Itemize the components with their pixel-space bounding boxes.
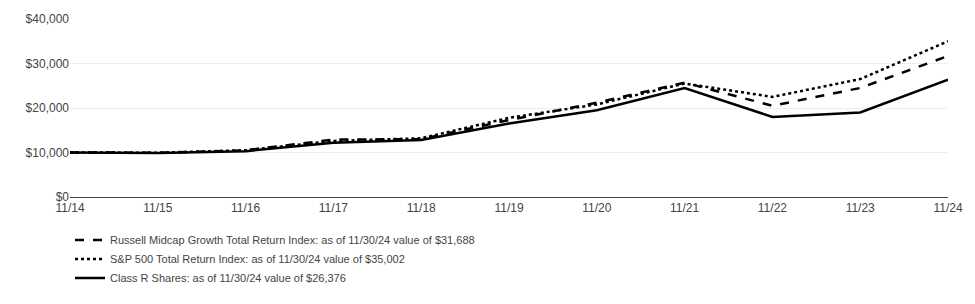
svg-text:11/23: 11/23 xyxy=(846,201,875,215)
svg-text:$40,000: $40,000 xyxy=(26,12,70,26)
svg-text:11/19: 11/19 xyxy=(494,201,523,215)
svg-text:S&P 500 Total Return Index: as: S&P 500 Total Return Index: as of 11/30/… xyxy=(110,253,405,265)
svg-text:11/16: 11/16 xyxy=(231,201,260,215)
svg-text:11/24: 11/24 xyxy=(933,201,962,215)
svg-text:11/15: 11/15 xyxy=(143,201,172,215)
svg-text:$10,000: $10,000 xyxy=(26,146,70,160)
svg-text:11/21: 11/21 xyxy=(670,201,699,215)
svg-text:11/22: 11/22 xyxy=(758,201,787,215)
svg-text:11/18: 11/18 xyxy=(407,201,436,215)
svg-text:$20,000: $20,000 xyxy=(26,101,70,115)
svg-text:Russell Midcap Growth Total Re: Russell Midcap Growth Total Return Index… xyxy=(110,234,475,246)
svg-text:11/17: 11/17 xyxy=(319,201,348,215)
svg-text:11/14: 11/14 xyxy=(55,201,84,215)
svg-text:$30,000: $30,000 xyxy=(26,57,70,71)
svg-text:$0: $0 xyxy=(56,190,70,204)
svg-text:11/20: 11/20 xyxy=(582,201,611,215)
svg-text:Class R Shares: as of 11/30/24: Class R Shares: as of 11/30/24 value of … xyxy=(110,272,346,284)
